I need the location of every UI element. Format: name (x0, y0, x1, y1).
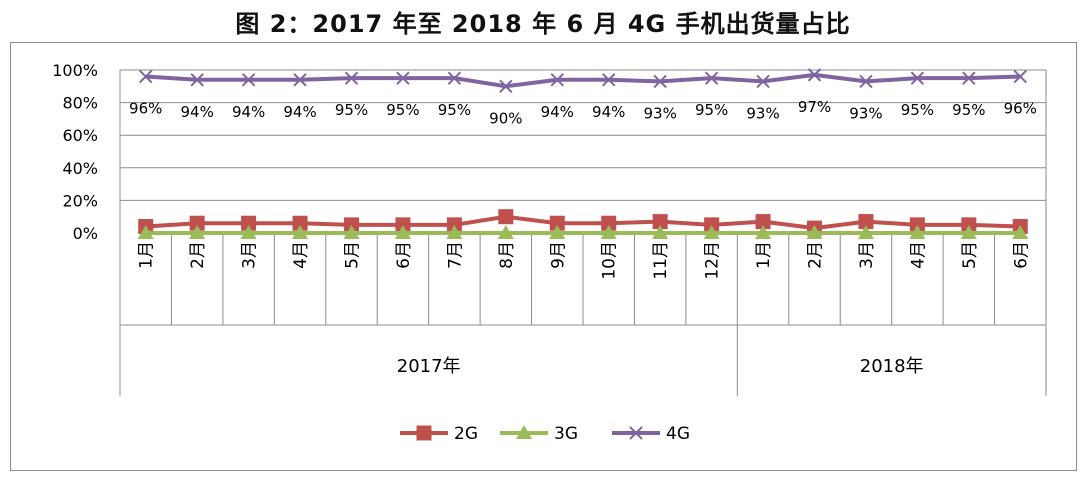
point-3G (1012, 225, 1029, 239)
data-label-4G: 93% (643, 104, 676, 122)
point-4G (859, 74, 873, 89)
point-4G (807, 68, 822, 82)
y-tick-label: 100% (52, 61, 98, 80)
x-tick-label: 3月 (240, 241, 260, 269)
legend-marker-4G (629, 426, 643, 440)
x-tick-label: 4月 (908, 241, 928, 269)
point-4G (344, 71, 359, 85)
point-4G (1013, 69, 1027, 84)
data-label-4G: 93% (849, 104, 882, 122)
x-tick-label: 1月 (754, 241, 774, 269)
x-tick-label: 7月 (445, 241, 465, 269)
point-3G (446, 225, 463, 239)
point-3G (600, 225, 617, 239)
point-3G (652, 225, 669, 239)
data-label-4G: 94% (180, 103, 213, 121)
x-tick-label: 2月 (188, 241, 208, 269)
point-3G (240, 225, 257, 239)
point-3G (857, 225, 874, 239)
point-4G (756, 74, 770, 89)
point-3G (909, 225, 926, 239)
y-tick-label: 80% (62, 94, 98, 113)
x-tick-label: 12月 (703, 241, 723, 280)
data-label-4G: 95% (335, 101, 368, 119)
chart-title: 图 2：2017 年至 2018 年 6 月 4G 手机出货量占比 (235, 10, 851, 38)
point-4G (190, 73, 204, 87)
point-4G (910, 71, 925, 85)
data-label-4G: 96% (129, 100, 162, 118)
point-3G (343, 225, 360, 239)
y-tick-label: 40% (62, 159, 98, 178)
legend-label-2G: 2G (454, 424, 478, 444)
data-label-4G: 90% (489, 109, 522, 127)
data-label-4G: 95% (695, 101, 728, 119)
series-line-2G (145, 214, 1021, 231)
point-4G (139, 69, 153, 84)
x-tick-label: 1月 (137, 241, 157, 269)
legend-marker-3G (516, 425, 532, 439)
y-tick-label: 0% (73, 224, 98, 243)
point-4G (962, 71, 976, 85)
x-tick-label: 2月 (806, 241, 826, 269)
point-3G (292, 225, 309, 239)
point-4G (447, 71, 462, 85)
point-4G (241, 73, 256, 87)
x-tick-label: 10月 (600, 241, 620, 280)
data-label-4G: 96% (1004, 100, 1037, 118)
data-label-4G: 95% (901, 101, 934, 119)
legend-label-4G: 4G (666, 424, 690, 444)
year-group-label: 2017年 (397, 356, 461, 377)
point-4G (499, 79, 513, 94)
legend-marker-2G (416, 425, 432, 441)
point-4G (653, 74, 667, 89)
point-3G (497, 225, 514, 239)
x-tick-label: 3月 (857, 241, 877, 269)
x-tick-label: 8月 (497, 241, 517, 269)
data-label-4G: 95% (438, 101, 471, 119)
point-3G (806, 225, 823, 239)
x-tick-label: 9月 (548, 241, 568, 269)
data-label-4G: 94% (541, 103, 574, 121)
data-label-4G: 94% (232, 103, 265, 121)
point-3G (189, 225, 206, 239)
year-group-label: 2018年 (860, 356, 924, 377)
point-3G (960, 225, 977, 239)
point-3G (703, 225, 720, 239)
x-tick-label: 4月 (291, 241, 311, 269)
data-label-4G: 94% (592, 103, 625, 121)
legend-label-3G: 3G (554, 424, 578, 444)
point-3G (394, 225, 411, 239)
point-3G (755, 225, 772, 239)
x-tick-label: 6月 (394, 241, 414, 269)
point-4G (704, 71, 719, 85)
point-4G (550, 73, 564, 87)
data-label-4G: 94% (283, 103, 316, 121)
x-tick-label: 5月 (343, 241, 363, 269)
data-label-4G: 93% (746, 104, 779, 122)
x-tick-label: 5月 (960, 241, 980, 269)
point-4G (293, 73, 307, 87)
data-label-4G: 95% (952, 101, 985, 119)
data-label-4G: 97% (798, 98, 831, 116)
point-3G (549, 225, 566, 239)
chart-frame (10, 42, 1077, 471)
point-2G (498, 209, 514, 225)
point-3G (137, 225, 154, 239)
series-line-4G (145, 72, 1021, 89)
data-label-4G: 95% (386, 101, 419, 119)
x-tick-label: 6月 (1011, 241, 1031, 269)
point-4G (602, 73, 616, 87)
point-4G (396, 71, 410, 85)
x-tick-label: 11月 (651, 241, 671, 280)
y-tick-label: 20% (62, 191, 98, 210)
y-tick-label: 60% (62, 126, 98, 145)
